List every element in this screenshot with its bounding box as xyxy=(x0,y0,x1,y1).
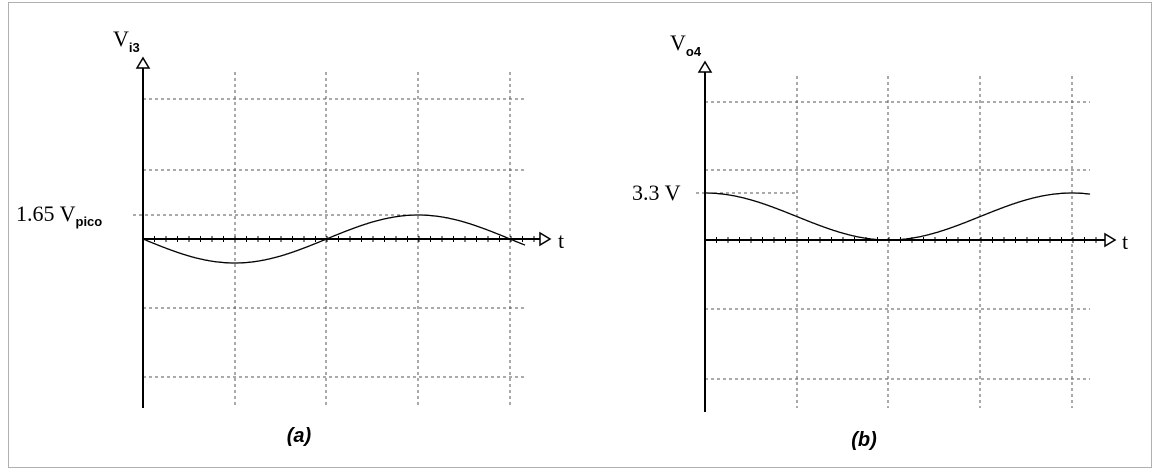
panel-b: Vo4 3.3 V t (b) xyxy=(632,30,1128,451)
panel-a-grid xyxy=(133,72,525,405)
x-axis-label: t xyxy=(558,228,564,253)
x-axis-label: t xyxy=(1122,229,1128,254)
sine-wave-curve xyxy=(705,192,1091,241)
peak-label: 1.65 Vpico xyxy=(16,201,102,229)
panel-a: Vi3 1.65 Vpico t (a) xyxy=(16,26,564,447)
sine-wave-curve xyxy=(142,214,526,264)
figure-frame xyxy=(8,2,1152,468)
caption-b: (b) xyxy=(851,429,877,451)
y-axis-label: Vo4 xyxy=(670,30,702,59)
panel-b-grid xyxy=(696,76,1090,408)
caption-a: (a) xyxy=(287,425,312,447)
x-axis-ticks xyxy=(716,237,1097,243)
y-axis-arrow xyxy=(135,56,151,69)
x-axis-arrow xyxy=(539,231,552,247)
y-axis-label: Vi3 xyxy=(113,26,140,55)
y-axis-arrow xyxy=(697,60,713,73)
x-axis-arrow xyxy=(1104,232,1117,248)
peak-label: 3.3 V xyxy=(632,180,681,205)
